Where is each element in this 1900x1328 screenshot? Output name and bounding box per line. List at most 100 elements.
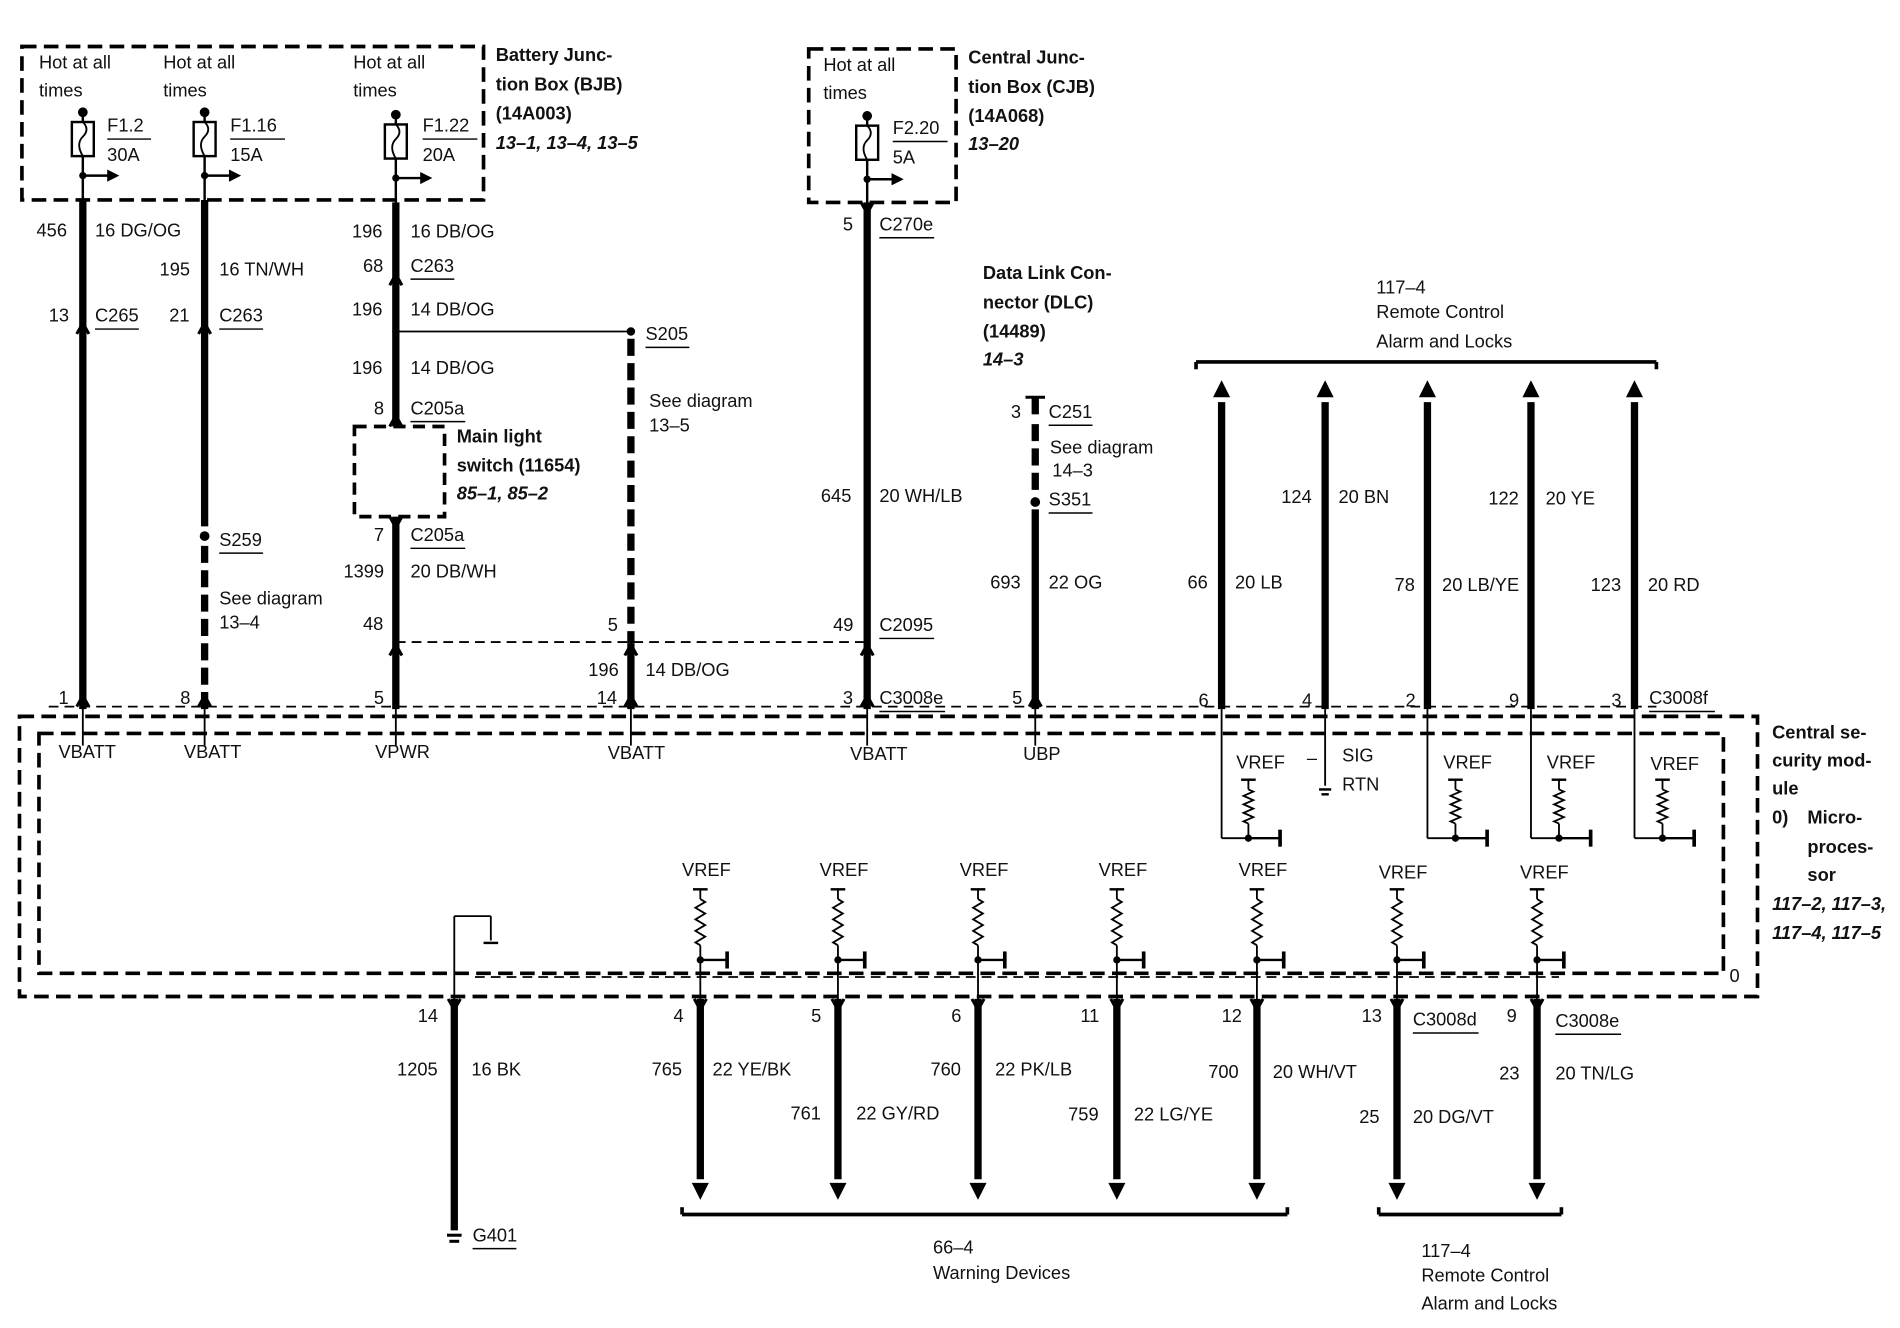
pin_functions-1-label: VBATT	[184, 741, 241, 762]
bottom_pins-7-label: 9	[1507, 1005, 1517, 1026]
fuses-3-hot_2-label: times	[823, 82, 867, 103]
fuses-1-hot_1-label: Hot at all	[163, 51, 235, 72]
connectors-9-label: C251	[1049, 401, 1093, 422]
see_diagram-1-l2-label: 13–5	[649, 414, 690, 435]
pin_functions-4-label: VBATT	[850, 743, 907, 764]
connectors-3-label: S205	[646, 323, 689, 344]
cjb-l3-label: (14A068)	[968, 105, 1044, 126]
wire_labels-bottom-3-label: 22 YE/BK	[713, 1059, 792, 1080]
pin_functions-5-label: UBP	[1023, 743, 1061, 764]
fuses-1-hot_2-label: times	[163, 79, 207, 100]
wire_labels-remote-4-label: 78	[1395, 574, 1415, 595]
brackets-top-l2-label: Alarm and Locks	[1376, 330, 1512, 351]
wire_labels-c-8-label: 7	[374, 524, 384, 545]
bottom_vref-2-label: VREF	[960, 859, 1009, 880]
connectors-1-label: C263	[219, 305, 263, 326]
wire_labels-a-0-label: 456	[37, 220, 67, 241]
wire_labels-bottom-1-label: 16 BK	[471, 1059, 521, 1080]
wire_labels-remote-2-label: 124	[1281, 486, 1311, 507]
splice-dot-icon	[626, 327, 636, 336]
connector-mark-icon	[830, 998, 846, 1014]
wire_labels-c-12-label: 5	[608, 614, 618, 635]
module-m2-label: proces-	[1807, 836, 1873, 857]
top_pins-5-label: 4	[1302, 690, 1312, 711]
wire_labels-remote-6-label: 122	[1488, 487, 1518, 508]
top_pins-0-label: 1	[58, 687, 68, 708]
bjb-ref-label: 13–1, 13–4, 13–5	[496, 132, 639, 153]
resistor-icon	[831, 898, 845, 947]
arrow-down-icon	[1388, 1182, 1406, 1200]
connector-mark-icon	[859, 201, 875, 217]
wire_labels-c-1-label: 16 DB/OG	[410, 221, 494, 242]
arrow-up-icon	[1213, 380, 1231, 398]
wire_labels-e-0-label: 3	[1011, 401, 1021, 422]
bottom_pins-0-label: 14	[418, 1005, 438, 1026]
dlc-l2-label: nector (DLC)	[983, 291, 1094, 312]
connector-mark-icon	[692, 998, 708, 1014]
fuses-0-rating-label: 30A	[107, 144, 140, 165]
wire_labels-c-13-label: 49	[833, 614, 853, 635]
cjb-box	[806, 47, 958, 205]
see_diagram-1-l1-label: See diagram	[649, 390, 752, 411]
wire_labels-b-2-label: 21	[169, 305, 189, 326]
bottom_vref-4-label: VREF	[1239, 859, 1288, 880]
brackets-remote_bottom-l1-label: Remote Control	[1421, 1265, 1549, 1286]
pin_functions-7-label: –	[1307, 747, 1318, 768]
top_pins-2-label: 5	[374, 687, 384, 708]
brackets-remote_bottom-l2-label: Alarm and Locks	[1421, 1293, 1557, 1314]
splice-dot-icon	[392, 327, 400, 336]
wire_labels-bottom-9-label: 20 TN/LG	[1555, 1062, 1634, 1083]
connectors-10-label: S351	[1049, 489, 1092, 510]
arrow-down-icon	[691, 1182, 709, 1200]
pin_functions-8-label: SIG	[1342, 744, 1373, 765]
wire_labels-bottom-8-label: 23	[1499, 1062, 1519, 1083]
wire_labels-bottom-10-label: 761	[790, 1103, 820, 1124]
splice-dot-icon	[199, 531, 210, 541]
connector-mark-icon	[197, 692, 213, 708]
connector-mark-icon	[859, 641, 875, 657]
fuses-2-hot_2-label: times	[353, 79, 397, 100]
wire_labels-c-3-label: 196	[352, 299, 382, 320]
module-m1-label: Micro-	[1807, 807, 1862, 828]
wire_labels-remote-1-label: 20 LB	[1235, 571, 1283, 592]
arrow-up-icon	[1418, 380, 1436, 398]
connectors-5-label: C205a	[410, 524, 465, 545]
brackets-remote_bottom-ref-label: 117–4	[1421, 1240, 1470, 1261]
bottom_pins-3-label: 6	[951, 1005, 961, 1026]
module-m3-label: sor	[1807, 864, 1835, 885]
wire_labels-b-1-label: 16 TN/WH	[219, 258, 304, 279]
switch-l1-label: Main light	[457, 425, 542, 446]
wire_labels-c-9-label: 1399	[343, 561, 384, 582]
fuses-3-hot_1-label: Hot at all	[823, 54, 895, 75]
brackets-warning-ref-label: 66–4	[933, 1236, 974, 1257]
connectors-7-label: C270e	[879, 213, 933, 234]
fuses-2-id-label: F1.22	[423, 115, 470, 136]
bottom_pins-1-label: 4	[674, 1005, 684, 1026]
connector-mark-icon	[388, 641, 404, 657]
connector-mark-icon	[1529, 998, 1545, 1014]
wire_labels-bottom-6-label: 700	[1208, 1061, 1238, 1082]
arrow-up-icon	[1625, 380, 1644, 398]
connector-mark-icon	[623, 692, 639, 708]
splice-dot-icon	[1030, 497, 1041, 507]
fuse-icon	[383, 123, 409, 160]
fuses-3-id-label: F2.20	[893, 117, 940, 138]
top_pins-7-label: 9	[1509, 690, 1519, 711]
wire_labels-d-0-label: 5	[843, 213, 853, 234]
fuse-element-icon	[78, 121, 88, 157]
resistor-icon	[1530, 898, 1544, 947]
module-outer-box	[17, 714, 1760, 999]
arrow-up-icon	[1522, 380, 1540, 398]
wire_labels-bottom-15-label: 20 DG/VT	[1413, 1106, 1494, 1127]
wire_labels-e-2-label: 22 OG	[1049, 571, 1103, 592]
connectors-11-label: S259	[219, 529, 262, 550]
fuse-icon	[854, 124, 880, 161]
fuse-element-icon	[200, 121, 210, 157]
bottom_vref-1-label: VREF	[820, 859, 869, 880]
bjb-l3-label: (14A003)	[496, 103, 572, 124]
module-l1-label: Central se-	[1772, 721, 1866, 742]
wire_labels-bottom-14-label: 25	[1359, 1106, 1379, 1127]
arrow-down-icon	[1108, 1182, 1126, 1200]
connectors-8-label: C3008e	[879, 687, 943, 708]
